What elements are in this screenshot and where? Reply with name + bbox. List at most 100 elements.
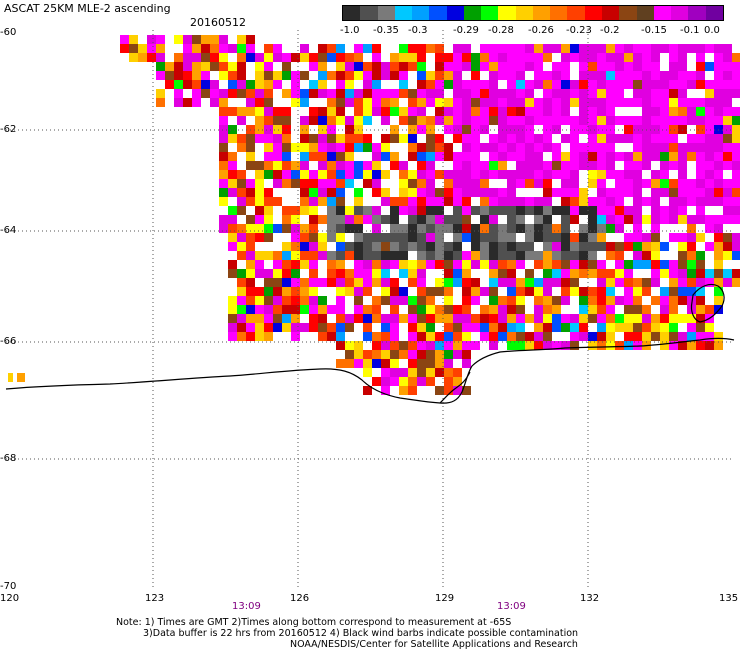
wind-cell bbox=[408, 341, 417, 350]
wind-cell bbox=[327, 305, 336, 314]
wind-cell bbox=[201, 35, 210, 44]
wind-cell bbox=[192, 71, 201, 80]
wind-cell bbox=[327, 188, 336, 197]
wind-cell bbox=[435, 116, 444, 125]
wind-cell bbox=[336, 44, 345, 53]
wind-cell bbox=[723, 89, 732, 98]
wind-cell bbox=[264, 116, 273, 125]
wind-cell bbox=[453, 89, 462, 98]
wind-cell bbox=[624, 332, 633, 341]
wind-cell bbox=[354, 251, 363, 260]
wind-cell bbox=[291, 332, 300, 341]
wind-cell bbox=[480, 125, 489, 134]
wind-cell bbox=[228, 143, 237, 152]
wind-cell bbox=[354, 341, 363, 350]
wind-cell bbox=[579, 89, 588, 98]
wind-cell bbox=[588, 287, 597, 296]
wind-cell bbox=[570, 170, 579, 179]
wind-cell bbox=[696, 179, 705, 188]
wind-cell bbox=[381, 377, 390, 386]
wind-cell bbox=[426, 296, 435, 305]
wind-cell bbox=[300, 251, 309, 260]
wind-cell bbox=[651, 233, 660, 242]
wind-cell bbox=[210, 98, 219, 107]
wind-cell bbox=[660, 179, 669, 188]
wind-cell bbox=[651, 296, 660, 305]
wind-cell bbox=[318, 224, 327, 233]
wind-cell bbox=[534, 233, 543, 242]
wind-cell bbox=[300, 125, 309, 134]
wind-cell bbox=[624, 53, 633, 62]
wind-cell bbox=[354, 287, 363, 296]
wind-cell bbox=[579, 170, 588, 179]
wind-cell bbox=[426, 215, 435, 224]
wind-cell bbox=[516, 44, 525, 53]
wind-cell bbox=[471, 71, 480, 80]
wind-cell bbox=[714, 224, 723, 233]
wind-cell bbox=[291, 179, 300, 188]
wind-cell bbox=[489, 323, 498, 332]
wind-cell bbox=[570, 269, 579, 278]
wind-cell bbox=[660, 98, 669, 107]
wind-cell bbox=[624, 152, 633, 161]
wind-cell bbox=[318, 242, 327, 251]
wind-cell bbox=[633, 161, 642, 170]
wind-cell bbox=[399, 161, 408, 170]
wind-cell bbox=[480, 44, 489, 53]
wind-cell bbox=[516, 143, 525, 152]
wind-cell bbox=[480, 215, 489, 224]
wind-cell bbox=[300, 296, 309, 305]
wind-cell bbox=[345, 62, 354, 71]
wind-cell bbox=[201, 98, 210, 107]
wind-cell bbox=[507, 215, 516, 224]
wind-cell bbox=[633, 296, 642, 305]
wind-cell bbox=[615, 152, 624, 161]
wind-cell bbox=[597, 269, 606, 278]
wind-cell bbox=[336, 179, 345, 188]
wind-cell bbox=[408, 89, 417, 98]
wind-cell bbox=[282, 323, 291, 332]
wind-cell bbox=[597, 80, 606, 89]
wind-cell bbox=[588, 278, 597, 287]
wind-cell bbox=[435, 305, 444, 314]
wind-cell bbox=[237, 80, 246, 89]
wind-cell bbox=[552, 251, 561, 260]
wind-cell bbox=[588, 314, 597, 323]
wind-cell bbox=[282, 206, 291, 215]
wind-cell bbox=[399, 278, 408, 287]
wind-cell bbox=[210, 62, 219, 71]
wind-cell bbox=[588, 161, 597, 170]
wind-cell bbox=[210, 35, 219, 44]
wind-cell bbox=[570, 53, 579, 62]
wind-cell bbox=[696, 233, 705, 242]
wind-cell bbox=[579, 71, 588, 80]
wind-cell bbox=[660, 170, 669, 179]
wind-cell bbox=[381, 188, 390, 197]
wind-cell bbox=[363, 377, 372, 386]
wind-cell bbox=[390, 161, 399, 170]
wind-cell bbox=[246, 224, 255, 233]
wind-cell bbox=[507, 179, 516, 188]
wind-cell bbox=[480, 341, 489, 350]
wind-cell bbox=[372, 269, 381, 278]
wind-cell bbox=[192, 98, 201, 107]
wind-cell bbox=[606, 107, 615, 116]
wind-cell bbox=[363, 107, 372, 116]
wind-cell bbox=[588, 125, 597, 134]
wind-cell bbox=[408, 215, 417, 224]
wind-cell bbox=[318, 116, 327, 125]
colorbar-label: -1.0 bbox=[340, 25, 360, 36]
wind-cell bbox=[453, 242, 462, 251]
wind-cell bbox=[255, 98, 264, 107]
wind-cell bbox=[588, 143, 597, 152]
wind-cell bbox=[498, 269, 507, 278]
wind-cell bbox=[435, 143, 444, 152]
wind-cell bbox=[462, 53, 471, 62]
wind-cell bbox=[354, 161, 363, 170]
wind-cell bbox=[570, 116, 579, 125]
wind-cell bbox=[561, 179, 570, 188]
wind-cell bbox=[489, 296, 498, 305]
wind-cell bbox=[435, 251, 444, 260]
wind-cell bbox=[363, 71, 372, 80]
wind-cell bbox=[246, 107, 255, 116]
